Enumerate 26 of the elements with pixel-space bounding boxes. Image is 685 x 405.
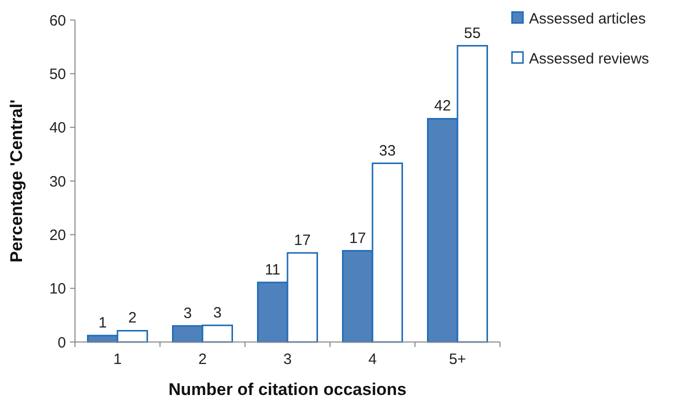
data-label: 42 <box>434 98 451 115</box>
y-tick-label: 60 <box>49 12 66 30</box>
y-axis-title: Percentage 'Central' <box>7 99 26 263</box>
legend-label: Assessed reviews <box>529 50 650 68</box>
y-tick-label: 10 <box>49 280 66 298</box>
data-label: 11 <box>264 261 280 278</box>
x-tick-label: 2 <box>198 351 207 368</box>
legend-label: Assessed articles <box>529 10 646 28</box>
data-label: 55 <box>464 24 481 42</box>
x-tick-label: 1 <box>113 351 122 368</box>
y-tick-label: 20 <box>49 226 66 244</box>
data-label: 1 <box>98 314 107 332</box>
x-tick-label: 4 <box>368 351 377 368</box>
y-tick-label: 40 <box>49 120 66 137</box>
y-tick-label: 0 <box>58 334 66 352</box>
x-axis-title: Number of citation occasions <box>168 380 407 399</box>
data-label: 2 <box>128 310 137 327</box>
data-label: 3 <box>183 304 192 322</box>
data-label: 33 <box>379 142 396 160</box>
x-tick-label: 3 <box>283 351 292 368</box>
y-tick-label: 30 <box>49 173 66 190</box>
x-tick-label: 5+ <box>448 351 466 368</box>
y-tick-label: 50 <box>49 66 66 83</box>
data-label: 17 <box>294 232 311 249</box>
data-label: 3 <box>213 304 222 322</box>
data-label: 17 <box>349 230 366 247</box>
